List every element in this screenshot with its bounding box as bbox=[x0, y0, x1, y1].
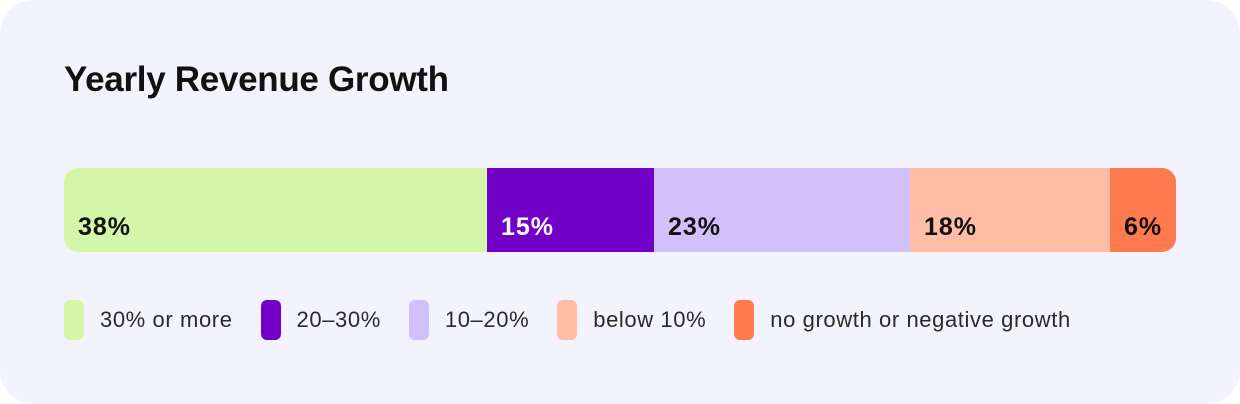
stacked-bar: 38% 15% 23% 18% 6% bbox=[64, 168, 1176, 252]
legend-swatch bbox=[408, 300, 429, 340]
bar-segment: 23% bbox=[654, 168, 910, 252]
legend-item: 30% or more bbox=[64, 300, 233, 340]
bar-segment-label: 18% bbox=[924, 213, 978, 241]
bar-segment: 18% bbox=[910, 168, 1110, 252]
legend-item: 20–30% bbox=[260, 300, 381, 340]
legend-label: below 10% bbox=[593, 307, 707, 332]
chart-title: Yearly Revenue Growth bbox=[64, 60, 449, 99]
legend-label: 30% or more bbox=[100, 307, 233, 332]
legend-label: no growth or negative growth bbox=[770, 307, 1071, 332]
legend-label: 20–30% bbox=[296, 307, 381, 332]
bar-segment-label: 38% bbox=[78, 213, 132, 241]
bar-segment-label: 23% bbox=[668, 213, 722, 241]
bar-segment: 38% bbox=[64, 168, 487, 252]
legend-swatch bbox=[734, 300, 755, 340]
legend-swatch bbox=[557, 300, 578, 340]
bar-segment-label: 15% bbox=[501, 213, 555, 241]
legend: 30% or more 20–30% 10–20% below 10% no growt… bbox=[64, 300, 1099, 340]
legend-item: no growth or negative growth bbox=[734, 300, 1071, 340]
legend-item: below 10% bbox=[557, 300, 706, 340]
legend-swatch bbox=[64, 300, 84, 340]
bar-segment: 15% bbox=[487, 168, 654, 252]
bar-segment-label: 6% bbox=[1124, 213, 1163, 241]
legend-swatch bbox=[260, 300, 281, 340]
legend-item: 10–20% bbox=[408, 300, 530, 340]
legend-label: 10–20% bbox=[444, 307, 530, 332]
bar-segment: 6% bbox=[1110, 168, 1176, 252]
